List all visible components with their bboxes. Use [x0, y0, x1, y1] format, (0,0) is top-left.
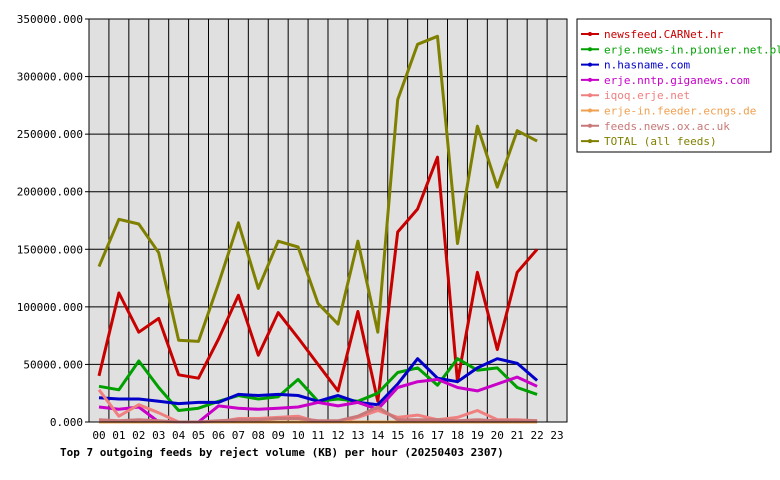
legend-label: erje.nntp.giganews.com [604, 74, 750, 87]
y-tick-label: 100000.000 [17, 301, 83, 314]
x-tick-label: 23 [550, 429, 563, 442]
x-tick-label: 07 [232, 429, 245, 442]
y-tick-label: 350000.000 [17, 13, 83, 26]
x-tick-label: 22 [531, 429, 544, 442]
legend-label: iqoq.erje.net [604, 89, 690, 102]
x-tick-label: 18 [451, 429, 464, 442]
x-tick-label: 08 [252, 429, 265, 442]
legend-label: TOTAL (all feeds) [604, 135, 717, 148]
legend-marker [588, 108, 592, 113]
series-line-7 [97, 34, 538, 343]
legend-marker [588, 123, 592, 128]
x-tick-label: 12 [331, 429, 344, 442]
legend: newsfeed.CARNet.hr erje.news-in.pionier.n… [576, 18, 780, 153]
legend-box [576, 18, 772, 153]
y-tick-label: 50000.000 [23, 358, 83, 371]
legend-marker [588, 32, 592, 36]
y-tick-label: 300000.000 [17, 71, 83, 84]
x-tick-label: 13 [351, 429, 364, 442]
x-tick-label: 21 [511, 429, 524, 442]
x-tick-label: 04 [172, 429, 186, 442]
x-tick-label: 19 [471, 429, 484, 442]
x-tick-label: 01 [112, 429, 125, 442]
x-tick-label: 10 [292, 429, 305, 442]
x-tick-label: 02 [132, 429, 145, 442]
y-tick-label: 150000.000 [17, 243, 83, 256]
legend-label: erje-in.feeder.ecngs.de [604, 105, 756, 118]
legend-marker [588, 47, 592, 52]
x-tick-label: 15 [391, 429, 404, 442]
x-tick-label: 20 [491, 429, 504, 442]
plot-frame [88, 18, 568, 423]
legend-label: n.hasname.com [604, 59, 690, 72]
legend-marker [588, 77, 592, 82]
x-tick-label: 00 [92, 429, 105, 442]
legend-label: newsfeed.CARNet.hr [604, 28, 724, 41]
legend-label: erje.news-in.pionier.net.pl [604, 43, 780, 56]
chart-title: Top 7 outgoing feeds by reject volume (K… [60, 446, 504, 459]
x-tick-label: 05 [192, 429, 205, 442]
x-tick-label: 09 [272, 429, 285, 442]
x-tick-label: 11 [311, 429, 324, 442]
y-tick-label: 200000.000 [17, 186, 83, 199]
y-tick-label: 250000.000 [17, 128, 83, 141]
x-tick-label: 03 [152, 429, 165, 442]
legend-label: feeds.news.ox.ac.uk [604, 120, 730, 133]
x-tick-label: 17 [431, 429, 444, 442]
legend-marker [588, 93, 592, 98]
axes: 0.000 50000.000 100000.000 150000.000 200000… [17, 13, 568, 442]
x-tick-label: 06 [212, 429, 225, 442]
legend-marker [588, 62, 592, 67]
y-tick-label: 0.000 [50, 416, 83, 429]
legend-marker [588, 139, 592, 144]
x-tick-label: 14 [371, 429, 385, 442]
x-tick-label: 16 [411, 429, 424, 442]
series-line-0 [97, 155, 539, 403]
